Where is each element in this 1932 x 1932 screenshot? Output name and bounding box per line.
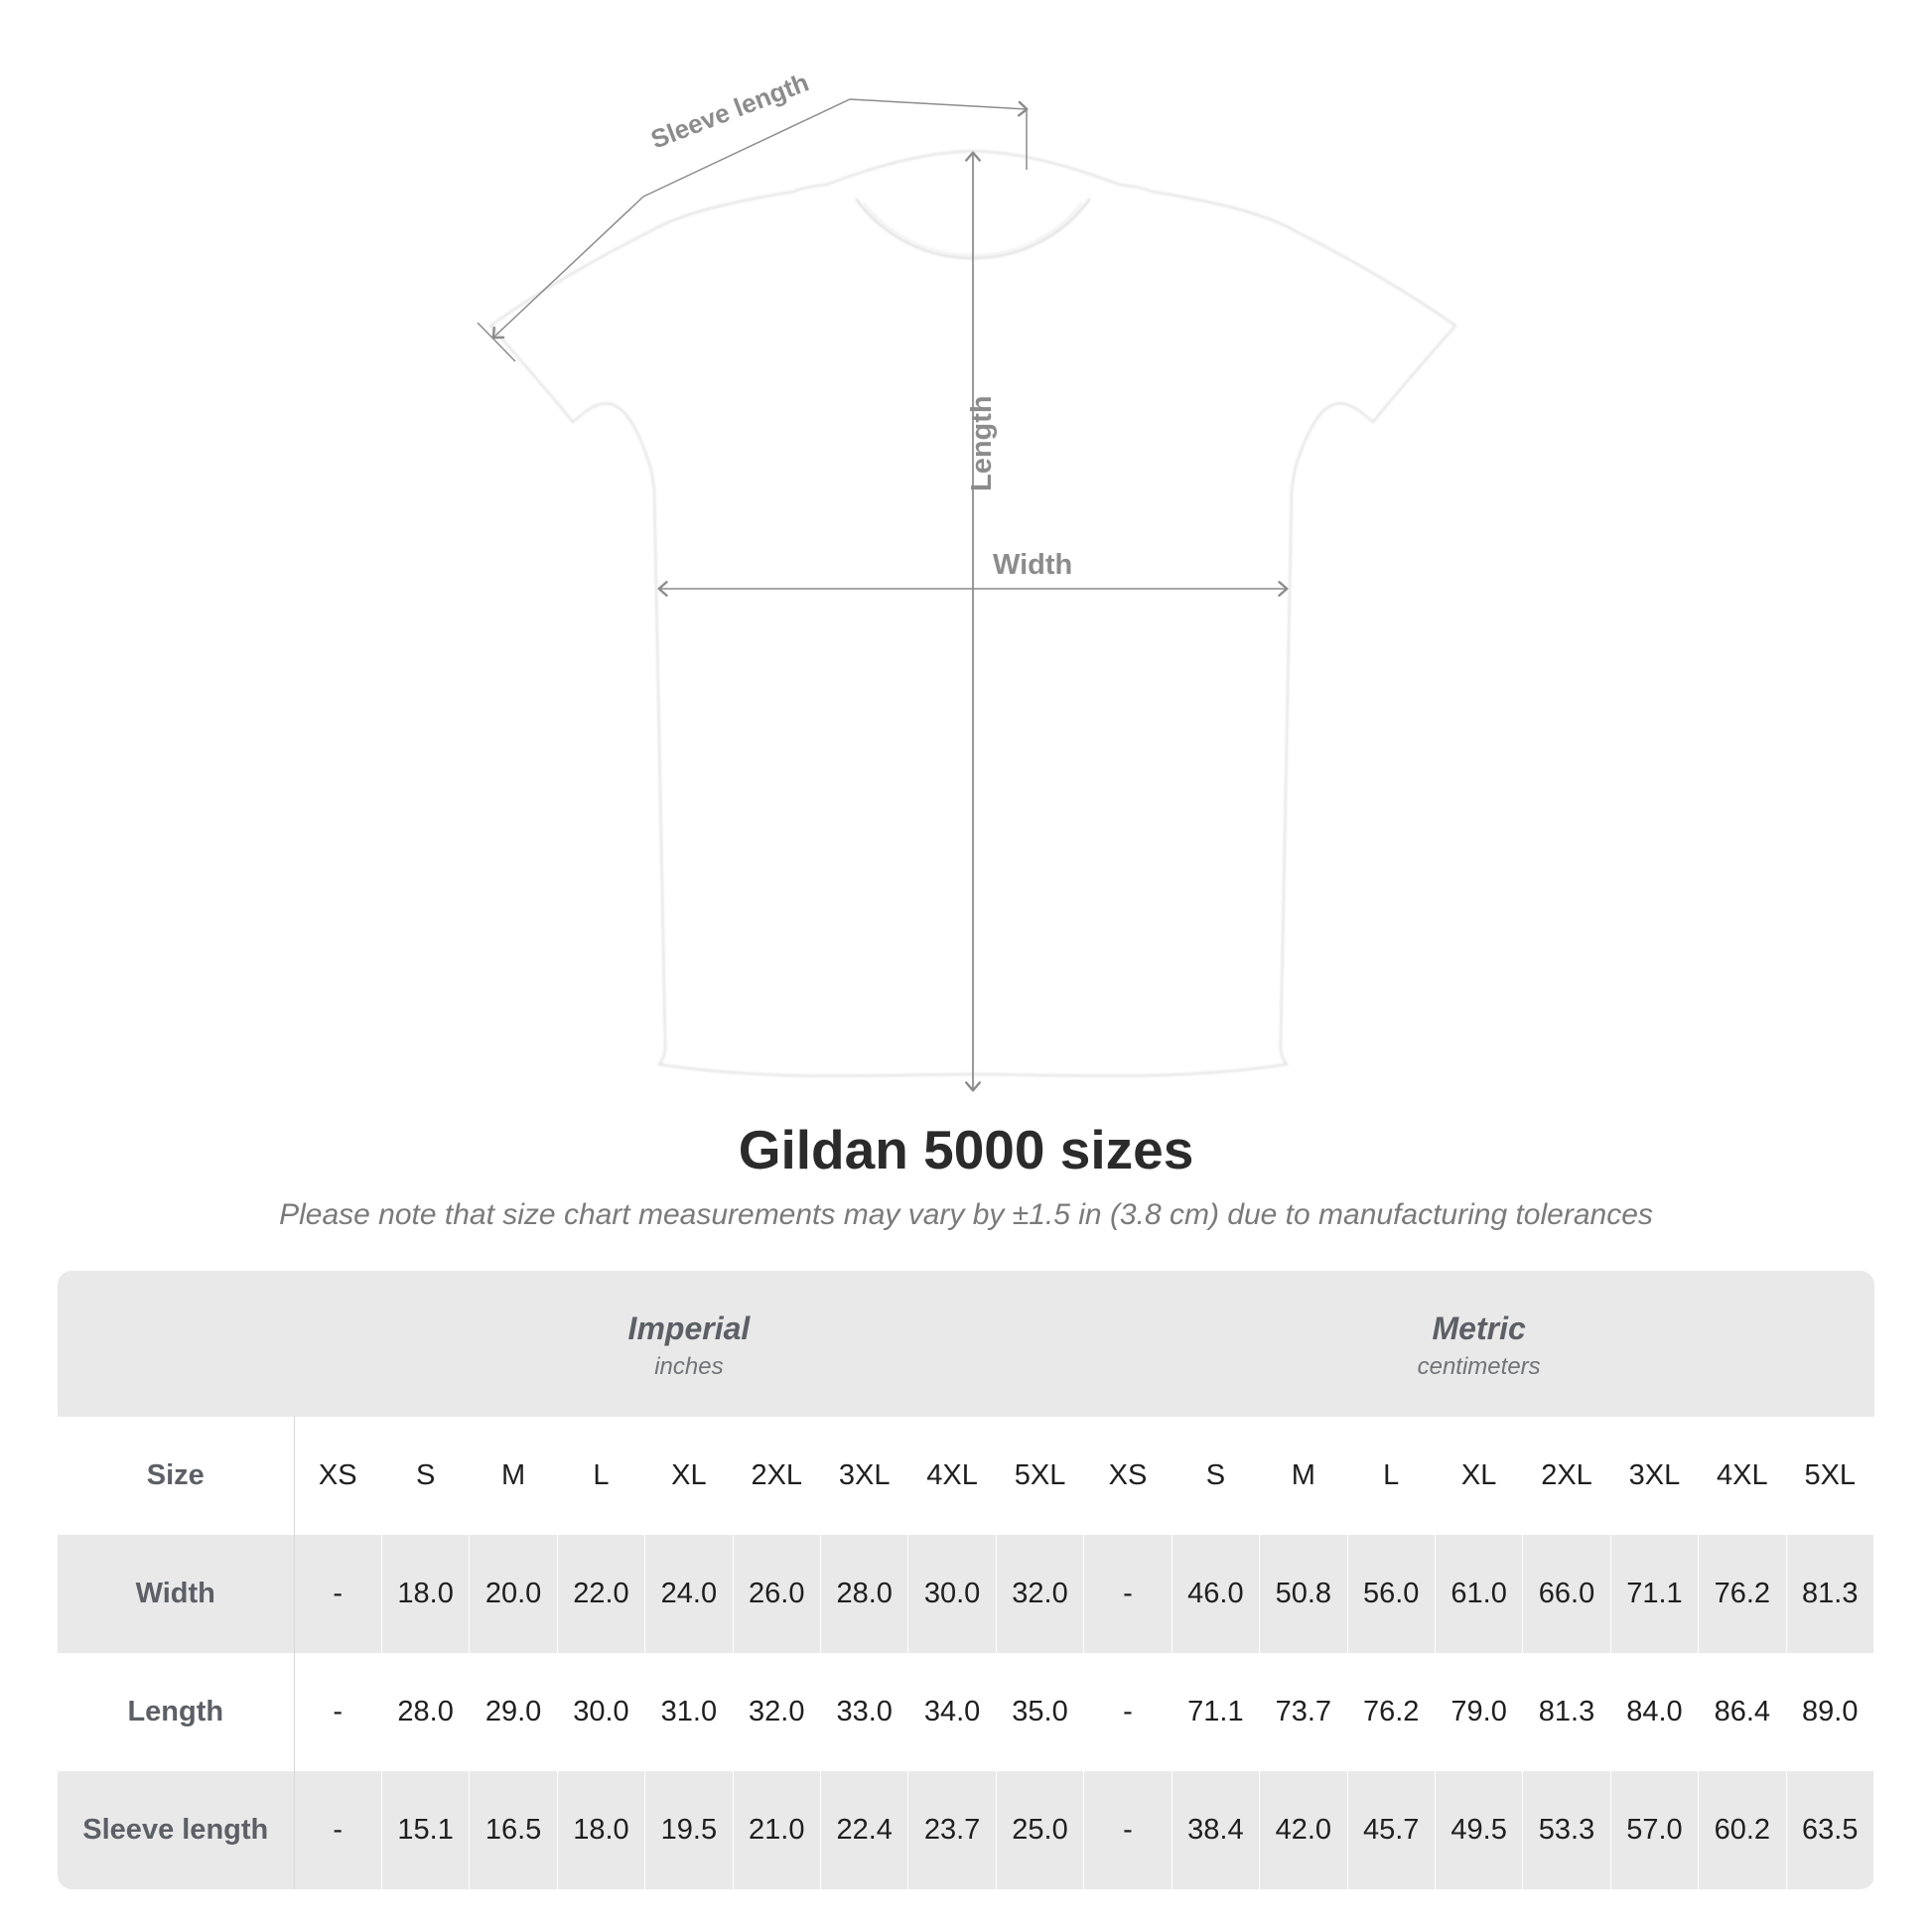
svg-text:Length: Length — [966, 395, 998, 491]
svg-text:Sleeve length: Sleeve length — [646, 68, 812, 155]
svg-text:Width: Width — [993, 549, 1072, 581]
